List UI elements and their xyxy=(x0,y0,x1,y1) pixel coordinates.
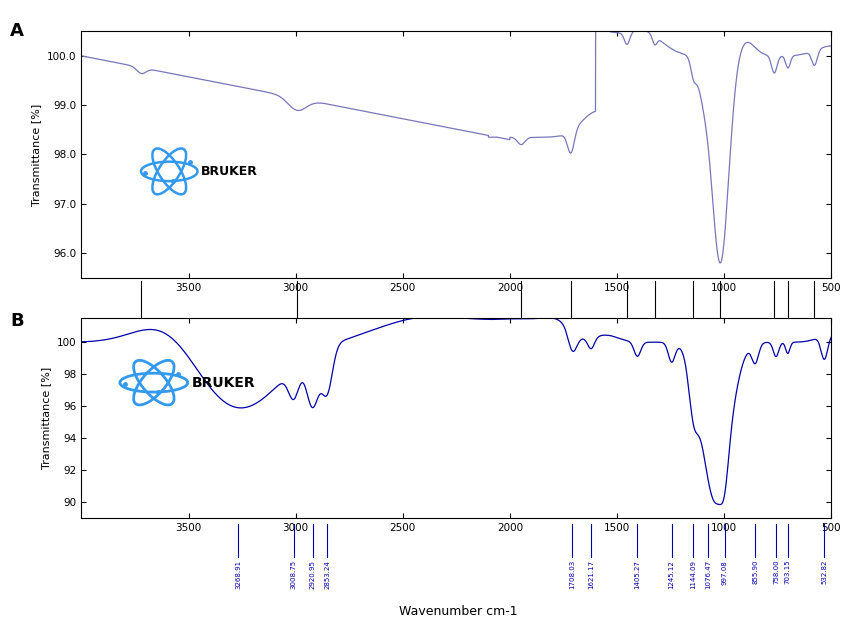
Text: Wavenumber cm-1: Wavenumber cm-1 xyxy=(399,605,518,618)
Text: 997.08: 997.08 xyxy=(722,560,728,585)
Text: 1245.12: 1245.12 xyxy=(668,560,674,588)
Text: 2920.95: 2920.95 xyxy=(309,560,315,588)
Text: 855.90: 855.90 xyxy=(752,560,758,584)
Text: 1621.17: 1621.17 xyxy=(588,560,594,589)
Text: 703.15: 703.15 xyxy=(785,560,791,585)
Text: 1708.03: 1708.03 xyxy=(569,560,575,589)
Text: 1405.27: 1405.27 xyxy=(634,560,640,588)
Text: A: A xyxy=(10,22,24,40)
Text: 1018.47: 1018.47 xyxy=(716,323,725,354)
Text: 3720.86: 3720.86 xyxy=(137,323,146,354)
Text: 3268.91: 3268.91 xyxy=(235,560,241,589)
Text: 758.00: 758.00 xyxy=(773,560,779,585)
Text: 578.87: 578.87 xyxy=(810,323,819,349)
Text: 3008.75: 3008.75 xyxy=(291,560,297,589)
Text: 1076.47: 1076.47 xyxy=(704,560,710,589)
Text: 1144.09: 1144.09 xyxy=(690,560,696,589)
Y-axis label: Transmittance [%]: Transmittance [%] xyxy=(41,367,51,469)
Y-axis label: Transmittance [%]: Transmittance [%] xyxy=(32,104,41,205)
Text: 1453.71: 1453.71 xyxy=(622,323,632,354)
Text: 1947.52: 1947.52 xyxy=(517,323,525,354)
Text: 1143.14: 1143.14 xyxy=(689,323,698,354)
Text: 532.82: 532.82 xyxy=(821,560,827,584)
Text: 1324.70: 1324.70 xyxy=(650,323,659,354)
Text: 1715.40: 1715.40 xyxy=(566,323,575,354)
Text: 2853.24: 2853.24 xyxy=(324,560,330,588)
Text: 766.79: 766.79 xyxy=(770,323,779,349)
Text: 702.17: 702.17 xyxy=(783,323,793,349)
Text: B: B xyxy=(10,312,24,330)
Text: 2993.88: 2993.88 xyxy=(292,323,302,354)
